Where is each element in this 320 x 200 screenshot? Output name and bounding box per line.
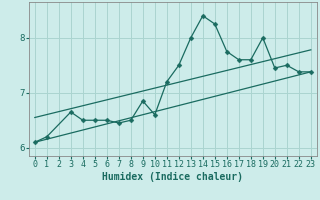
X-axis label: Humidex (Indice chaleur): Humidex (Indice chaleur)	[102, 172, 243, 182]
